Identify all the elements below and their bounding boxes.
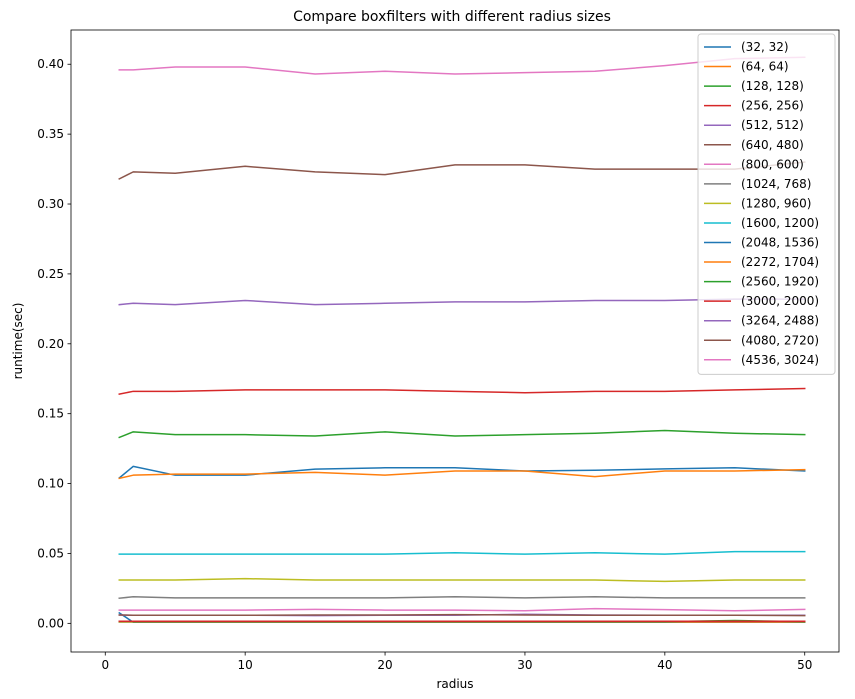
legend-entry: (128, 128) — [741, 79, 804, 93]
legend: (32, 32) (64, 64) (128, 128) (256, 256) (512… — [697, 33, 836, 375]
x-tick-label: 50 — [797, 658, 812, 672]
legend-entry: (64, 64) — [741, 60, 789, 74]
legend-entry: (2048, 1536) — [741, 236, 819, 250]
series-line-12 — [118, 429, 806, 439]
legend-entry: (2560, 1920) — [741, 275, 819, 289]
series-line-15 — [118, 161, 806, 180]
chart-title: Compare boxfilters with different radius… — [293, 9, 611, 25]
x-tick-label: 20 — [377, 658, 392, 672]
y-tick-label: 0.30 — [37, 197, 64, 211]
x-axis: 0 10 20 30 40 50 — [101, 652, 812, 672]
y-axis-label: runtime(sec) — [11, 303, 25, 380]
x-tick-label: 40 — [657, 658, 672, 672]
legend-entry: (3264, 2488) — [741, 314, 819, 328]
legend-entry: (1024, 768) — [741, 177, 811, 191]
x-axis-label: radius — [436, 677, 473, 691]
y-tick-label: 0.10 — [37, 477, 64, 491]
series-line-14 — [118, 298, 806, 306]
series-line-6 — [118, 607, 806, 612]
series-line-16 — [118, 56, 806, 75]
legend-frame — [697, 33, 836, 375]
series-line-7 — [118, 596, 806, 600]
legend-entry: (3000, 2000) — [741, 294, 819, 308]
legend-entry: (32, 32) — [741, 40, 789, 54]
series-line-11 — [118, 468, 806, 480]
legend-entry: (256, 256) — [741, 99, 804, 113]
legend-entry: (640, 480) — [741, 138, 804, 152]
series-line-10 — [118, 465, 806, 480]
y-tick-label: 0.40 — [37, 57, 64, 71]
legend-entry: (4080, 2720) — [741, 333, 819, 347]
y-tick-label: 0.25 — [37, 267, 64, 281]
legend-entry: (800, 600) — [741, 157, 804, 171]
y-tick-label: 0.35 — [37, 127, 64, 141]
y-axis: 0.00 0.05 0.10 0.15 0.20 0.25 0.30 0.35 0.40 — [37, 57, 71, 630]
legend-entry: (1280, 960) — [741, 196, 811, 210]
y-tick-label: 0.15 — [37, 407, 64, 421]
y-tick-label: 0.00 — [37, 616, 64, 630]
legend-entry: (512, 512) — [741, 118, 804, 132]
legend-entry: (1600, 1200) — [741, 216, 819, 230]
y-tick-label: 0.05 — [37, 546, 64, 560]
y-tick-label: 0.20 — [37, 337, 64, 351]
plot-frame — [70, 29, 840, 653]
series-line-13 — [118, 387, 806, 395]
legend-entry: (2272, 1704) — [741, 255, 819, 269]
series-line-9 — [118, 550, 806, 555]
x-tick-label: 0 — [101, 658, 109, 672]
series-layer — [118, 56, 806, 623]
series-line-8 — [118, 577, 806, 583]
legend-entry: (4536, 3024) — [741, 353, 819, 367]
series-line-5 — [118, 613, 806, 617]
x-tick-label: 30 — [517, 658, 532, 672]
x-tick-label: 10 — [238, 658, 253, 672]
